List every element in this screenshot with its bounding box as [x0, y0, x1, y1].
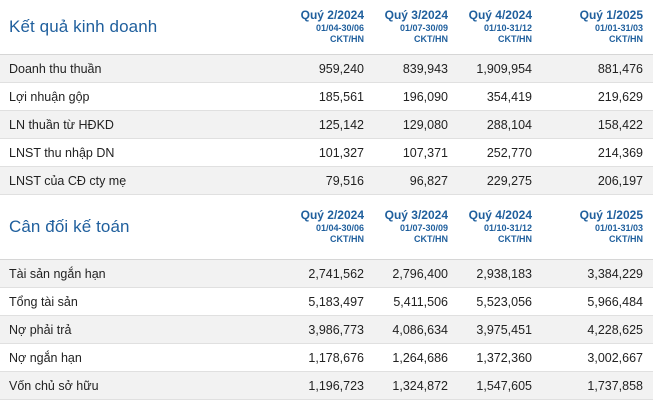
cell-value: 196,090	[374, 82, 458, 111]
period-range: 01/01-31/03	[594, 23, 643, 34]
table-row: Tài sản ngắn hạn 2,741,562 2,796,400 2,9…	[0, 259, 653, 288]
period-unit: CKT/HN	[498, 234, 532, 245]
period-header[interactable]: Quý 3/2024 01/07-30/09 CKT/HN	[374, 195, 458, 260]
period-range: 01/04-30/06	[315, 223, 364, 234]
row-label[interactable]: LNST của CĐ cty mẹ	[0, 166, 290, 195]
cell-value: 5,523,056	[458, 287, 542, 316]
row-label[interactable]: Nợ ngắn hạn	[0, 343, 290, 372]
period-unit: CKT/HN	[414, 234, 448, 245]
period-header[interactable]: Quý 4/2024 01/10-31/12 CKT/HN	[458, 195, 542, 260]
cell-value: 158,422	[542, 110, 653, 139]
row-label[interactable]: Vốn chủ sở hữu	[0, 371, 290, 400]
row-label[interactable]: LNST thu nhập DN	[0, 138, 290, 167]
cell-value: 1,372,360	[458, 343, 542, 372]
period-name[interactable]: Quý 2/2024	[300, 208, 364, 223]
period-header[interactable]: Quý 2/2024 01/04-30/06 CKT/HN	[290, 0, 374, 55]
cell-value: 79,516	[290, 166, 374, 195]
cell-value: 959,240	[290, 54, 374, 83]
cell-value: 288,104	[458, 110, 542, 139]
cell-value: 5,411,506	[374, 287, 458, 316]
income-header-row: Kết quả kinh doanh Quý 2/2024 01/04-30/0…	[0, 0, 653, 55]
income-section-title: Kết quả kinh doanh	[9, 17, 158, 36]
period-unit: CKT/HN	[414, 34, 448, 45]
cell-value: 101,327	[290, 138, 374, 167]
cell-value: 214,369	[542, 138, 653, 167]
period-unit: CKT/HN	[498, 34, 532, 45]
table-row: LN thuần từ HĐKD 125,142 129,080 288,104…	[0, 110, 653, 139]
cell-value: 107,371	[374, 138, 458, 167]
period-range: 01/07-30/09	[399, 223, 448, 234]
period-name[interactable]: Quý 1/2025	[579, 208, 643, 223]
balance-header-row: Cân đối kế toán Quý 2/2024 01/04-30/06 C…	[0, 195, 653, 260]
cell-value: 3,975,451	[458, 315, 542, 344]
cell-value: 3,384,229	[542, 259, 653, 288]
period-header[interactable]: Quý 1/2025 01/01-31/03 CKT/HN	[542, 0, 653, 55]
cell-value: 354,419	[458, 82, 542, 111]
table-row: Lợi nhuận gộp 185,561 196,090 354,419 21…	[0, 82, 653, 111]
cell-value: 1,178,676	[290, 343, 374, 372]
table-row: Vốn chủ sở hữu 1,196,723 1,324,872 1,547…	[0, 371, 653, 400]
row-label[interactable]: Tổng tài sản	[0, 287, 290, 316]
cell-value: 881,476	[542, 54, 653, 83]
period-name[interactable]: Quý 4/2024	[468, 8, 532, 23]
row-label[interactable]: Doanh thu thuần	[0, 54, 290, 83]
cell-value: 2,741,562	[290, 259, 374, 288]
period-unit: CKT/HN	[609, 234, 643, 245]
balance-section-title: Cân đối kế toán	[9, 217, 130, 236]
period-range: 01/04-30/06	[315, 23, 364, 34]
period-header[interactable]: Quý 1/2025 01/01-31/03 CKT/HN	[542, 195, 653, 260]
cell-value: 4,086,634	[374, 315, 458, 344]
period-name[interactable]: Quý 3/2024	[384, 208, 448, 223]
cell-value: 96,827	[374, 166, 458, 195]
cell-value: 1,547,605	[458, 371, 542, 400]
period-unit: CKT/HN	[609, 34, 643, 45]
period-range: 01/10-31/12	[483, 23, 532, 34]
cell-value: 5,966,484	[542, 287, 653, 316]
period-range: 01/10-31/12	[483, 223, 532, 234]
period-range: 01/07-30/09	[399, 23, 448, 34]
cell-value: 3,002,667	[542, 343, 653, 372]
period-unit: CKT/HN	[330, 234, 364, 245]
table-row: LNST thu nhập DN 101,327 107,371 252,770…	[0, 138, 653, 167]
cell-value: 1,264,686	[374, 343, 458, 372]
table-row: LNST của CĐ cty mẹ 79,516 96,827 229,275…	[0, 166, 653, 195]
table-row: Tổng tài sản 5,183,497 5,411,506 5,523,0…	[0, 287, 653, 316]
period-name[interactable]: Quý 2/2024	[300, 8, 364, 23]
period-header[interactable]: Quý 4/2024 01/10-31/12 CKT/HN	[458, 0, 542, 55]
period-header[interactable]: Quý 2/2024 01/04-30/06 CKT/HN	[290, 195, 374, 260]
cell-value: 185,561	[290, 82, 374, 111]
cell-value: 4,228,625	[542, 315, 653, 344]
cell-value: 125,142	[290, 110, 374, 139]
cell-value: 3,986,773	[290, 315, 374, 344]
cell-value: 5,183,497	[290, 287, 374, 316]
cell-value: 129,080	[374, 110, 458, 139]
table-row: Nợ ngắn hạn 1,178,676 1,264,686 1,372,36…	[0, 343, 653, 372]
table-row: Nợ phải trả 3,986,773 4,086,634 3,975,45…	[0, 315, 653, 344]
cell-value: 1,324,872	[374, 371, 458, 400]
cell-value: 219,629	[542, 82, 653, 111]
cell-value: 252,770	[458, 138, 542, 167]
cell-value: 839,943	[374, 54, 458, 83]
period-unit: CKT/HN	[330, 34, 364, 45]
cell-value: 1,909,954	[458, 54, 542, 83]
table-row: Doanh thu thuần 959,240 839,943 1,909,95…	[0, 54, 653, 83]
row-label[interactable]: Nợ phải trả	[0, 315, 290, 344]
period-name[interactable]: Quý 3/2024	[384, 8, 448, 23]
row-label[interactable]: Tài sản ngắn hạn	[0, 259, 290, 288]
row-label[interactable]: LN thuần từ HĐKD	[0, 110, 290, 139]
row-label[interactable]: Lợi nhuận gộp	[0, 82, 290, 111]
cell-value: 1,196,723	[290, 371, 374, 400]
period-range: 01/01-31/03	[594, 223, 643, 234]
period-name[interactable]: Quý 4/2024	[468, 208, 532, 223]
period-header[interactable]: Quý 3/2024 01/07-30/09 CKT/HN	[374, 0, 458, 55]
period-name[interactable]: Quý 1/2025	[579, 8, 643, 23]
cell-value: 2,938,183	[458, 259, 542, 288]
cell-value: 1,737,858	[542, 371, 653, 400]
cell-value: 206,197	[542, 166, 653, 195]
cell-value: 2,796,400	[374, 259, 458, 288]
cell-value: 229,275	[458, 166, 542, 195]
